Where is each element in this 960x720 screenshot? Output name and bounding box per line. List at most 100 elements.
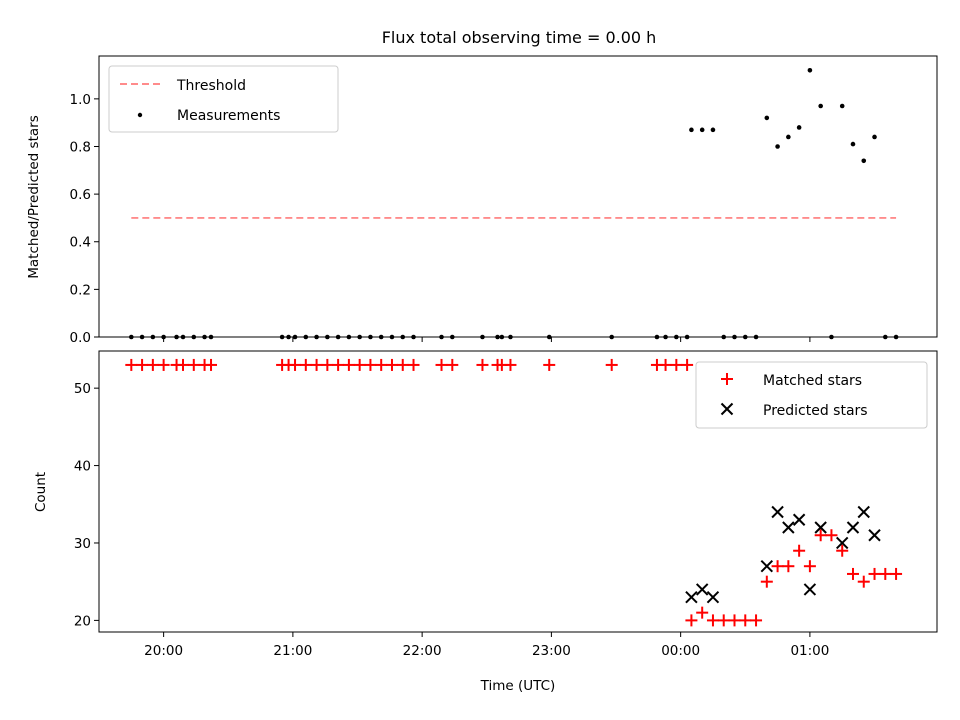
matched-star-point	[407, 358, 420, 371]
matched-star-point	[543, 358, 556, 371]
matched-star-point	[685, 614, 698, 627]
matched-star-point	[696, 606, 709, 619]
legend-measurements-swatch	[137, 112, 143, 118]
ratio-x-ticks	[163, 337, 811, 342]
ratio-y-axis: 0.0 0.2 0.4 0.6 0.8 1.0	[70, 92, 99, 346]
matched-star-point	[136, 358, 149, 371]
legend-measurements-label: Measurements	[177, 108, 280, 124]
matched-star-point	[289, 358, 302, 371]
matched-star-point	[836, 544, 849, 557]
matched-star-point	[310, 358, 323, 371]
matched-star-point	[760, 575, 773, 588]
matched-star-point	[739, 614, 752, 627]
matched-points	[125, 358, 903, 627]
matched-star-point	[670, 358, 683, 371]
ratio-y-tick-label: 0.2	[70, 282, 91, 298]
predicted-star-point	[836, 536, 849, 550]
matched-star-point	[803, 560, 816, 573]
predicted-star-point	[695, 583, 709, 596]
ratio-ylabel: Matched/Predicted stars	[26, 115, 42, 278]
measurement-point	[872, 134, 877, 140]
matched-star-point	[681, 358, 694, 371]
matched-star-point	[177, 358, 190, 371]
measurement-point	[786, 134, 791, 140]
matched-star-point	[476, 358, 489, 371]
ratio-axes-frame	[98, 55, 938, 338]
predicted-star-point	[868, 529, 881, 542]
matched-star-point	[299, 358, 312, 371]
count-xlabel: Time (UTC)	[480, 678, 556, 694]
matched-star-point	[332, 358, 345, 371]
matched-star-point	[717, 614, 730, 627]
matched-star-point	[321, 358, 334, 371]
predicted-star-point	[814, 521, 827, 534]
count-x-tick-label: 20:00	[144, 643, 183, 659]
ratio-panel: Matched/Predicted stars 0.0 0.2 0.4 0.6 0.8 1…	[26, 55, 938, 346]
matched-star-point	[857, 575, 870, 588]
matched-star-point	[146, 358, 159, 371]
matched-star-point	[205, 358, 218, 371]
matched-star-point	[605, 358, 618, 371]
count-y-tick-label: 30	[74, 536, 91, 552]
count-y-tick-label: 50	[74, 381, 91, 397]
predicted-star-point	[685, 590, 698, 604]
matched-star-point	[706, 614, 719, 627]
measurement-point	[839, 103, 845, 109]
measurement-point	[764, 115, 770, 121]
matched-star-point	[728, 614, 741, 627]
matched-star-point	[396, 358, 409, 371]
count-y-axis: 20 30 40 50	[74, 381, 99, 629]
ratio-y-tick-label: 1.0	[70, 92, 91, 108]
ratio-legend: Threshold Measurements	[108, 65, 339, 133]
count-y-tick-label: 40	[74, 459, 91, 475]
matched-star-point	[157, 358, 170, 371]
predicted-star-point	[857, 505, 870, 519]
matched-star-point	[782, 560, 795, 573]
measurement-point	[775, 144, 780, 149]
count-legend: Matched stars Predicted stars	[695, 361, 928, 429]
matched-star-point	[750, 614, 763, 627]
matched-star-point	[504, 358, 517, 371]
predicted-star-point	[782, 521, 795, 534]
legend-predicted-swatch	[720, 402, 734, 416]
matched-star-point	[825, 529, 838, 542]
matched-star-point	[375, 358, 388, 371]
matched-star-point	[868, 567, 881, 580]
count-ylabel: Count	[33, 472, 49, 512]
ratio-y-tick-label: 0.4	[70, 235, 91, 251]
matched-star-point	[793, 544, 806, 557]
predicted-star-point	[706, 590, 720, 604]
predicted-star-point	[771, 505, 784, 519]
predicted-star-point	[846, 521, 860, 534]
predicted-star-point	[760, 559, 774, 573]
matched-star-point	[353, 358, 366, 371]
count-x-tick-label: 22:00	[403, 643, 442, 659]
ratio-y-tick-label: 0.6	[70, 187, 91, 203]
count-legend-box	[695, 361, 928, 429]
measurement-point	[807, 67, 813, 73]
matched-star-point	[385, 358, 398, 371]
figure-title: Flux total observing time = 0.00 h	[382, 28, 657, 47]
legend-threshold-label: Threshold	[176, 78, 246, 94]
measurement-point	[818, 103, 823, 109]
predicted-star-point	[792, 513, 806, 526]
legend-matched-swatch	[721, 373, 733, 385]
matched-star-point	[814, 529, 827, 542]
matched-star-point	[659, 358, 672, 371]
matched-star-point	[125, 358, 138, 371]
legend-predicted-marker	[720, 402, 734, 416]
count-axes-frame	[98, 350, 938, 633]
matched-star-point	[846, 567, 859, 580]
count-x-tick-label: 01:00	[790, 643, 829, 659]
measurement-point	[861, 158, 867, 164]
ratio-legend-box	[108, 65, 339, 133]
legend-matched-marker	[721, 373, 733, 385]
legend-matched-label: Matched stars	[763, 373, 862, 389]
matched-star-point	[187, 358, 200, 371]
matched-star-point	[446, 358, 459, 371]
ratio-y-tick-label: 0.0	[70, 330, 91, 346]
measurement-point	[710, 127, 716, 133]
count-x-tick-label: 21:00	[273, 643, 312, 659]
matched-star-point	[879, 567, 892, 580]
